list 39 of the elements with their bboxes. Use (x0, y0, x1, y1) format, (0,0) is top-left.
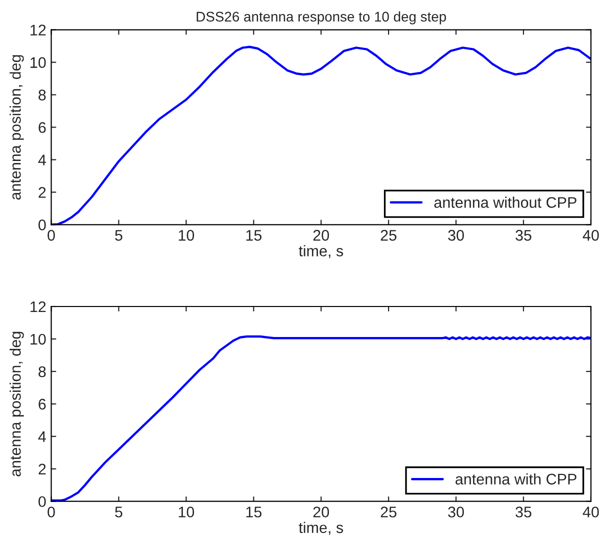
x-tick-label: 5 (115, 506, 122, 518)
x-tick-label: 15 (246, 506, 262, 518)
legend-label: antenna without CPP (434, 196, 576, 208)
x-tick-label: 0 (48, 230, 55, 241)
y-tick-label: 12 (30, 24, 46, 36)
y-tick-label: 2 (38, 187, 46, 198)
y-tick-label: 10 (30, 334, 46, 345)
x-tick-label: 10 (178, 506, 194, 518)
x-tick-label: 30 (448, 506, 464, 518)
y-tick-label: 4 (38, 154, 46, 166)
y-tick-label: 6 (38, 122, 46, 133)
x-tick-label: 10 (178, 230, 194, 241)
x-axis-title: time, s (298, 522, 344, 535)
y-tick-label: 10 (30, 57, 46, 68)
y-axis-title: antenna position, deg (10, 55, 24, 200)
y-tick-label: 4 (38, 431, 46, 442)
x-tick-label: 30 (448, 230, 464, 241)
y-tick-label: 0 (38, 220, 46, 230)
y-tick-label: 2 (38, 464, 46, 474)
x-tick-label: 20 (313, 230, 329, 241)
y-tick-label: 8 (38, 366, 46, 378)
y-tick-label: 6 (38, 398, 46, 410)
chart-title: DSS26 antenna response to 10 deg step (196, 11, 446, 24)
x-tick-label: 20 (313, 506, 329, 518)
x-tick-label: 25 (380, 506, 396, 518)
x-tick-label: 5 (115, 230, 122, 241)
x-tick-label: 40 (582, 506, 599, 518)
y-tick-label: 8 (38, 90, 46, 100)
x-tick-label: 0 (48, 506, 55, 518)
x-tick-label: 40 (582, 230, 599, 241)
x-tick-label: 35 (516, 506, 532, 518)
y-tick-label: 12 (30, 301, 46, 312)
y-axis-title: antenna position, deg (10, 332, 24, 476)
legend-label: antenna with CPP (456, 473, 576, 485)
x-axis-title: time, s (298, 245, 344, 258)
y-tick-label: 0 (38, 496, 46, 508)
x-tick-label: 35 (516, 230, 532, 241)
x-tick-label: 15 (246, 230, 262, 241)
x-tick-label: 25 (380, 230, 396, 241)
